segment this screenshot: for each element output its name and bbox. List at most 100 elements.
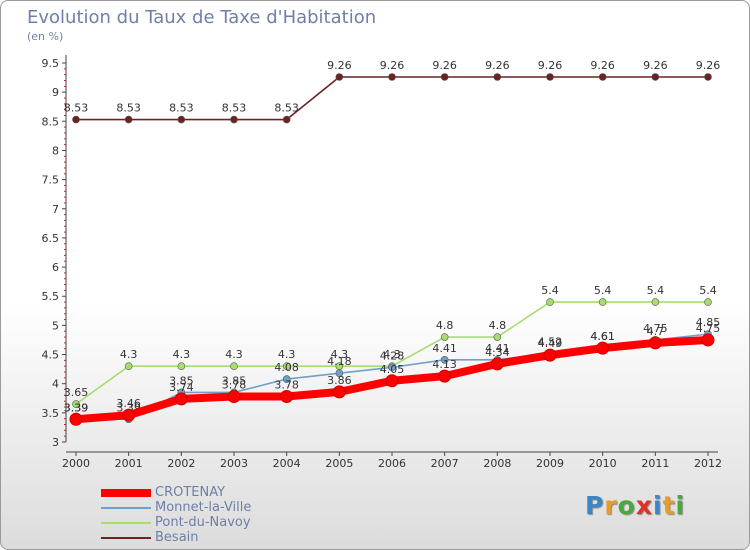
data-point-crotenay xyxy=(701,333,715,347)
logo-letter: t xyxy=(662,491,676,520)
x-tick-label: 2011 xyxy=(641,457,669,470)
data-point-pont-du-navoy xyxy=(651,298,660,306)
data-point-pont-du-navoy xyxy=(72,400,80,408)
x-tick-label: 2010 xyxy=(589,457,617,470)
data-label-crotenay: 4.7 xyxy=(647,325,665,338)
data-label-monnet-la-ville: 4.75 xyxy=(643,322,668,335)
chart-subtitle: (en %) xyxy=(27,30,64,43)
data-label-besain: 8.53 xyxy=(222,102,247,115)
data-point-crotenay xyxy=(122,408,136,422)
data-label-pont-du-navoy: 4.8 xyxy=(489,319,507,332)
data-label-besain: 9.26 xyxy=(590,59,615,72)
x-tick-label: 2003 xyxy=(220,457,248,470)
logo-letter: o xyxy=(617,491,636,520)
data-label-crotenay: 3.78 xyxy=(222,379,247,392)
y-tick-label: 5 xyxy=(52,319,59,332)
data-label-crotenay: 3.46 xyxy=(116,397,141,410)
x-tick-label: 2004 xyxy=(273,457,301,470)
data-label-besain: 8.53 xyxy=(169,102,194,115)
y-tick-label: 7.5 xyxy=(42,174,60,187)
data-point-crotenay xyxy=(596,341,610,355)
data-point-besain xyxy=(124,115,133,124)
data-label-monnet-la-ville: 4.28 xyxy=(380,349,405,362)
data-point-besain xyxy=(598,73,607,81)
data-label-crotenay: 3.39 xyxy=(64,401,89,414)
data-point-pont-du-navoy xyxy=(598,298,607,306)
y-tick-label: 3 xyxy=(52,436,59,449)
data-label-besain: 8.53 xyxy=(274,102,299,115)
data-label-monnet-la-ville: 4.41 xyxy=(432,342,457,355)
data-point-monnet-la-ville xyxy=(388,363,396,372)
legend-swatch-crotenay xyxy=(101,489,151,497)
data-label-crotenay: 4.13 xyxy=(432,358,457,371)
data-label-pont-du-navoy: 5.4 xyxy=(699,284,717,297)
data-point-crotenay xyxy=(438,369,452,383)
data-label-crotenay: 4.34 xyxy=(485,346,510,359)
data-label-pont-du-navoy: 5.4 xyxy=(594,284,612,297)
y-tick-label: 3.5 xyxy=(42,407,60,420)
data-label-crotenay: 4.75 xyxy=(696,322,721,335)
y-tick-label: 8.5 xyxy=(42,115,60,128)
data-point-crotenay xyxy=(543,348,557,362)
data-label-pont-du-navoy: 4.3 xyxy=(225,348,243,361)
data-point-besain xyxy=(493,73,502,81)
data-point-pont-du-navoy xyxy=(440,333,449,341)
data-point-crotenay xyxy=(490,357,504,371)
data-label-pont-du-navoy: 4.3 xyxy=(278,348,296,361)
y-tick-label: 6.5 xyxy=(42,232,60,245)
data-label-monnet-la-ville: 4.18 xyxy=(327,355,352,368)
data-point-besain xyxy=(282,115,291,124)
logo-letter: i xyxy=(653,491,663,520)
data-point-crotenay xyxy=(385,374,399,388)
data-point-crotenay xyxy=(648,336,662,350)
data-label-monnet-la-ville: 3.85 xyxy=(222,374,247,387)
data-point-besain xyxy=(72,115,80,124)
x-tick-label: 2000 xyxy=(62,457,90,470)
legend-swatch-besain xyxy=(101,537,151,539)
data-point-crotenay xyxy=(174,392,188,406)
x-tick-label: 2007 xyxy=(431,457,459,470)
data-label-besain: 9.26 xyxy=(327,59,352,72)
data-label-pont-du-navoy: 4.3 xyxy=(173,348,191,361)
data-label-monnet-la-ville: 4.61 xyxy=(590,330,615,343)
data-label-monnet-la-ville: 3.85 xyxy=(169,374,194,387)
data-point-pont-du-navoy xyxy=(493,333,502,341)
x-tick-label: 2005 xyxy=(325,457,353,470)
data-label-besain: 8.53 xyxy=(116,102,141,115)
data-point-pont-du-navoy xyxy=(704,298,712,306)
legend-label-crotenay: CROTENAY xyxy=(155,485,226,500)
data-label-besain: 9.26 xyxy=(432,59,457,72)
data-label-pont-du-navoy: 4.3 xyxy=(120,348,138,361)
legend-swatch-monnet-la-ville xyxy=(101,507,151,509)
data-point-pont-du-navoy xyxy=(282,362,291,371)
data-label-pont-du-navoy: 5.4 xyxy=(647,284,665,297)
data-point-besain xyxy=(704,73,712,81)
y-tick-label: 8 xyxy=(52,144,59,157)
legend-swatch-pont-du-navoy xyxy=(101,522,151,524)
x-tick-label: 2001 xyxy=(115,457,143,470)
y-tick-label: 9 xyxy=(52,86,59,99)
data-label-besain: 9.26 xyxy=(643,59,668,72)
x-tick-label: 2008 xyxy=(483,457,511,470)
data-label-besain: 9.26 xyxy=(696,59,721,72)
data-point-monnet-la-ville xyxy=(282,375,291,383)
logo-letter: x xyxy=(635,491,653,520)
data-label-monnet-la-ville: 4.08 xyxy=(274,361,299,374)
data-point-pont-du-navoy xyxy=(230,362,238,371)
data-point-crotenay xyxy=(69,412,83,426)
legend-item-monnet-la-ville: Monnet-la-Ville xyxy=(101,500,321,515)
legend-label-pont-du-navoy: Pont-du-Navoy xyxy=(155,515,251,530)
data-label-crotenay: 4.49 xyxy=(538,337,563,350)
data-label-crotenay: 3.78 xyxy=(274,379,299,392)
data-label-pont-du-navoy: 3.65 xyxy=(64,386,89,399)
data-label-crotenay: 3.74 xyxy=(169,381,194,394)
data-label-crotenay: 3.86 xyxy=(327,374,352,387)
data-point-besain xyxy=(388,73,396,81)
data-label-monnet-la-ville: 4.52 xyxy=(538,335,563,348)
legend-item-besain: Besain xyxy=(101,530,321,545)
data-label-crotenay: 4.05 xyxy=(380,363,405,376)
y-tick-label: 9.5 xyxy=(42,57,60,70)
data-point-monnet-la-ville xyxy=(440,355,449,364)
legend-item-crotenay: CROTENAY xyxy=(101,485,321,500)
